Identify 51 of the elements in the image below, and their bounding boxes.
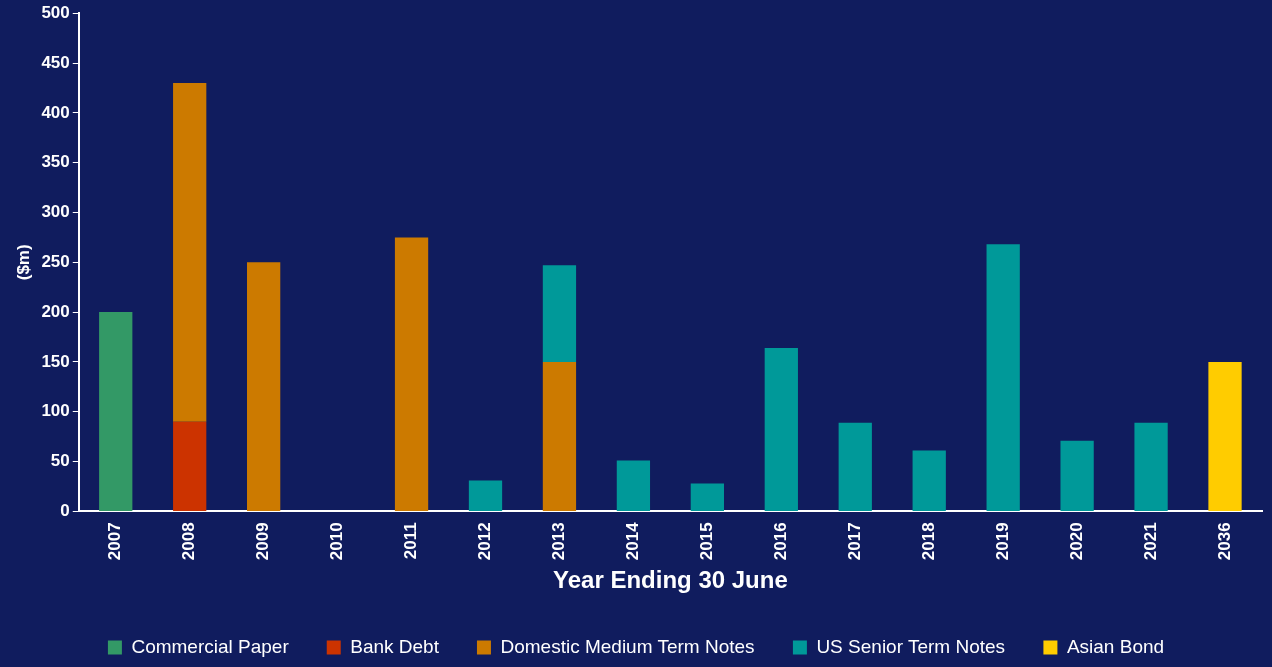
bar	[690, 483, 724, 511]
bar	[173, 82, 207, 422]
bar	[394, 237, 429, 511]
bar	[764, 347, 798, 511]
legend-label: US Senior Term Notes	[816, 635, 1006, 657]
x-tick-label: 2012	[475, 522, 495, 561]
x-tick-label: 2013	[549, 522, 569, 561]
y-tick-label: 0	[60, 501, 70, 521]
bar	[247, 262, 281, 511]
legend-label: Domestic Medium Term Notes	[500, 635, 755, 657]
bar	[173, 421, 207, 511]
legend-label: Commercial Paper	[131, 635, 290, 657]
x-tick-label: 2010	[327, 522, 347, 561]
bar	[542, 265, 577, 362]
y-tick-label: 450	[41, 52, 70, 72]
bar	[468, 480, 503, 511]
x-tick-label: 2036	[1214, 522, 1234, 561]
y-tick-label: 150	[41, 351, 70, 371]
x-tick-label: 2020	[1066, 522, 1086, 561]
x-tick-label: 2007	[105, 522, 125, 561]
x-tick-label: 2019	[992, 522, 1012, 561]
bar	[1060, 440, 1094, 511]
y-tick-label: 350	[41, 152, 70, 172]
y-axis-title: ($m)	[13, 244, 33, 281]
bar	[616, 460, 651, 511]
bar	[838, 422, 872, 511]
legend-label: Asian Bond	[1066, 635, 1165, 657]
bar	[1134, 422, 1168, 511]
x-tick-label: 2015	[697, 522, 717, 561]
y-tick-label: 50	[50, 451, 70, 471]
x-tick-label: 2018	[918, 522, 938, 561]
x-axis-title: Year Ending 30 June	[553, 566, 788, 594]
bar	[542, 361, 577, 511]
x-tick-label: 2009	[253, 522, 273, 561]
x-tick-label: 2016	[771, 522, 790, 561]
y-tick-label: 400	[41, 102, 70, 122]
bar	[912, 450, 946, 511]
bar	[99, 312, 133, 511]
y-tick-label: 250	[41, 251, 70, 271]
y-tick-label: 200	[41, 301, 70, 321]
legend-label: Bank Debt	[350, 635, 440, 657]
y-tick-label: 500	[41, 2, 70, 22]
x-tick-label: 2014	[623, 521, 643, 561]
y-tick-label: 300	[41, 202, 70, 222]
x-tick-label: 2011	[401, 522, 421, 560]
bar	[1208, 361, 1242, 511]
bar	[986, 244, 1020, 511]
y-tick-label: 100	[41, 401, 70, 421]
x-tick-label: 2008	[179, 522, 199, 561]
x-tick-label: 2021	[1140, 522, 1160, 561]
x-tick-label: 2017	[844, 522, 864, 561]
